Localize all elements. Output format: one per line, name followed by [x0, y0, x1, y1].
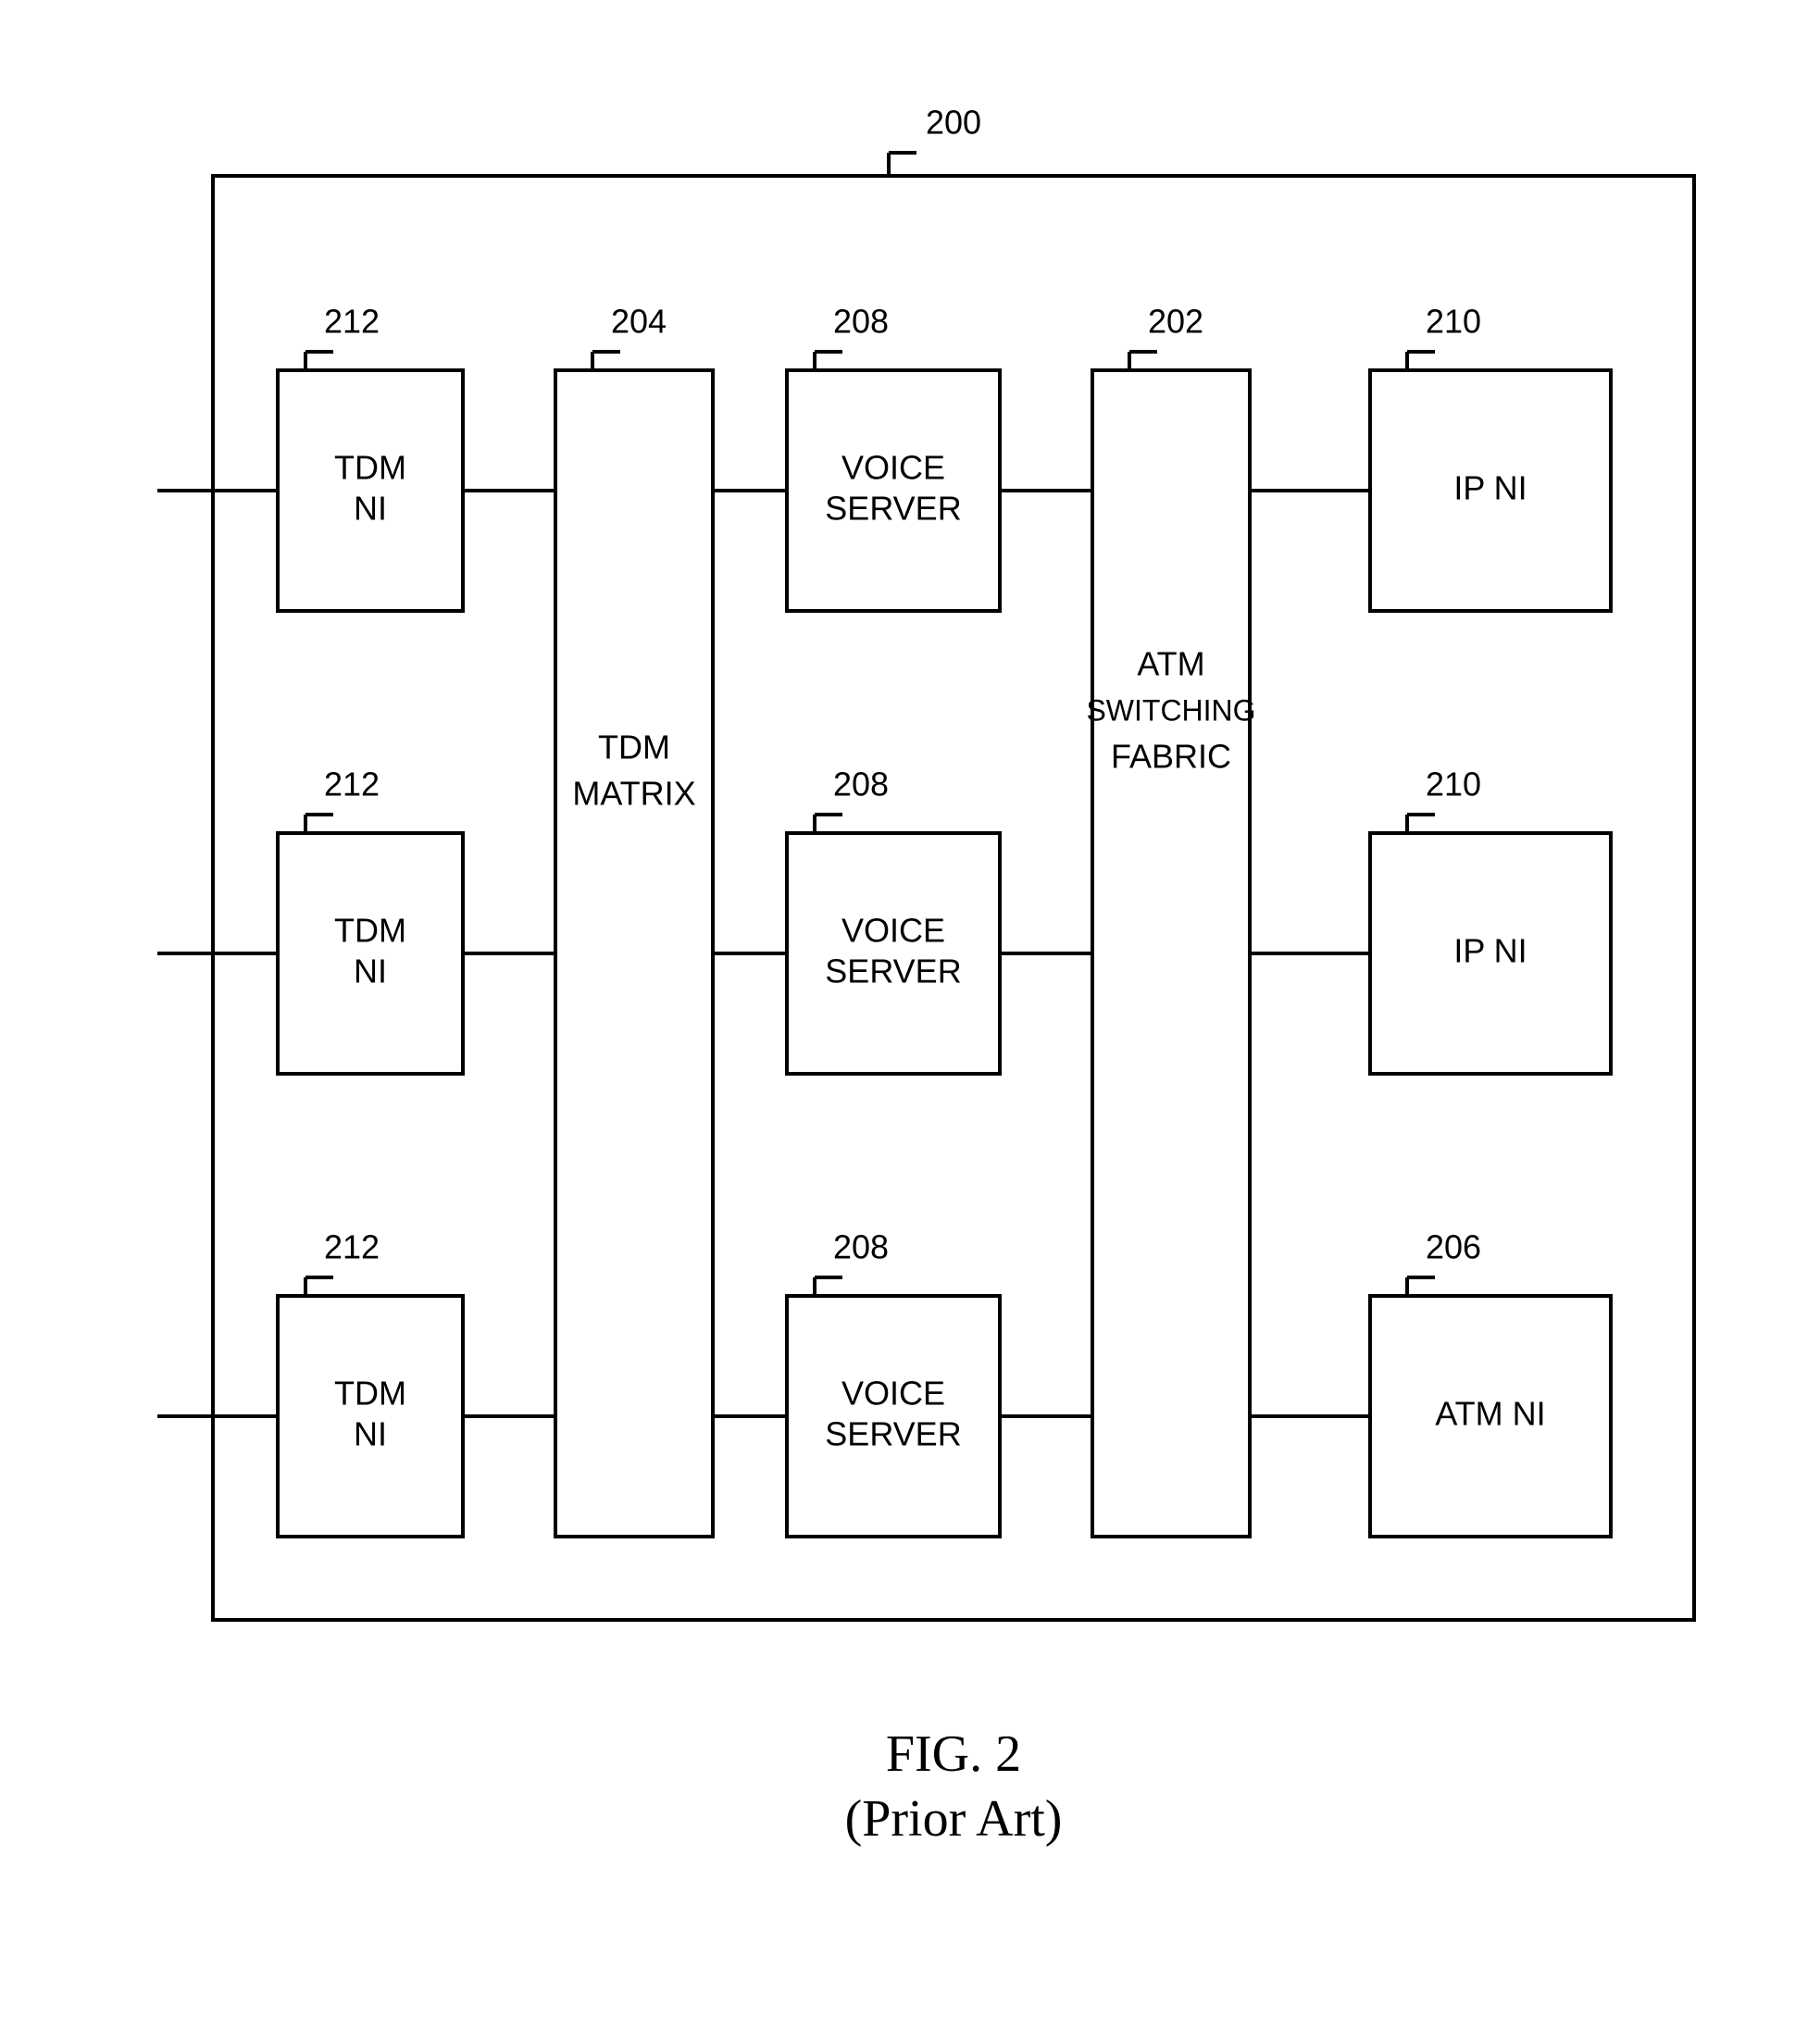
voice-server-label-1-1: VOICE	[841, 912, 945, 950]
atm-fabric-box	[1092, 370, 1250, 1537]
tdm-ni-label-2-0: NI	[354, 490, 387, 528]
tdm-ni-label-2-2: NI	[354, 1415, 387, 1453]
tdm-ni-label-1-2: TDM	[334, 1375, 406, 1413]
tdm-ni-label-1-0: TDM	[334, 449, 406, 487]
tdm-ni-label-2-1: NI	[354, 953, 387, 990]
voice-server-label-2-0: SERVER	[825, 490, 961, 528]
right-ni-label-0: IP NI	[1453, 469, 1527, 507]
atm-fabric-label-2: SWITCHING	[1086, 693, 1255, 727]
tdm-matrix-ref: 204	[611, 303, 667, 341]
atm-fabric-label-3: FABRIC	[1111, 738, 1231, 776]
right-ni-1-ref: 210	[1426, 766, 1481, 803]
voice-server-0-ref: 208	[833, 303, 889, 341]
tdm-ni-1-ref: 212	[324, 766, 380, 803]
tdm-ni-2-ref: 212	[324, 1228, 380, 1266]
right-ni-label-1: IP NI	[1453, 932, 1527, 970]
figure-subtitle: (Prior Art)	[845, 1790, 1063, 1848]
right-ni-label-2: ATM NI	[1435, 1395, 1545, 1433]
voice-server-label-2-1: SERVER	[825, 953, 961, 990]
voice-server-label-1-2: VOICE	[841, 1375, 945, 1413]
tdm-matrix-label-1: TDM	[598, 728, 670, 766]
right-ni-0-ref: 210	[1426, 303, 1481, 341]
block-diagram: 200TDMMATRIX204ATMSWITCHINGFABRIC202TDMN…	[28, 28, 1820, 2014]
outer-ref: 200	[926, 104, 981, 142]
tdm-ni-0-ref: 212	[324, 303, 380, 341]
voice-server-label-2-2: SERVER	[825, 1415, 961, 1453]
voice-server-label-1-0: VOICE	[841, 449, 945, 487]
voice-server-1-ref: 208	[833, 766, 889, 803]
atm-fabric-label-1: ATM	[1137, 645, 1204, 683]
figure-label: FIG. 2	[886, 1725, 1021, 1783]
tdm-matrix-label-2: MATRIX	[572, 775, 695, 813]
voice-server-2-ref: 208	[833, 1228, 889, 1266]
atm-fabric-ref: 202	[1148, 303, 1203, 341]
right-ni-2-ref: 206	[1426, 1228, 1481, 1266]
tdm-matrix-box	[555, 370, 713, 1537]
tdm-ni-label-1-1: TDM	[334, 912, 406, 950]
